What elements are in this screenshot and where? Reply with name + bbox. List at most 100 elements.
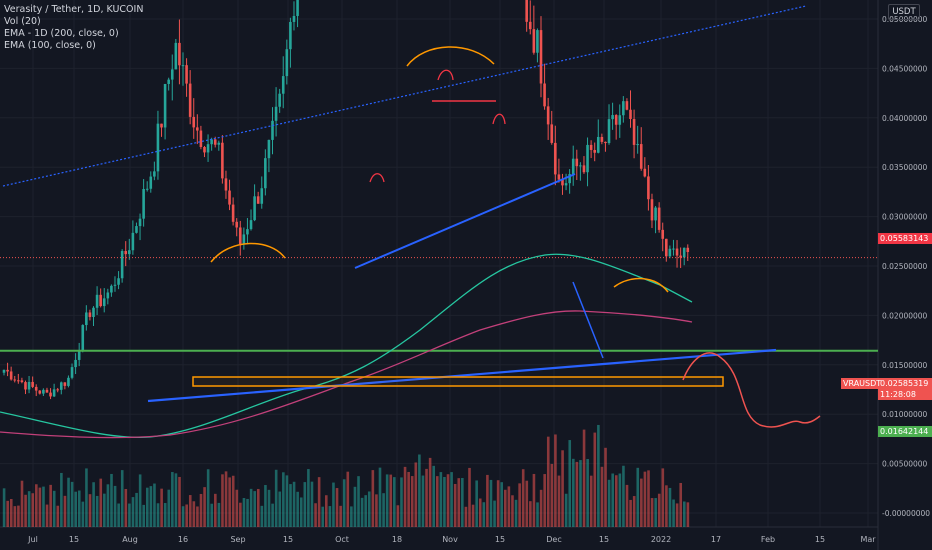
volume-bar: [271, 503, 274, 527]
candle-body: [138, 218, 142, 227]
volume-bar: [475, 480, 478, 527]
candle-body: [281, 76, 285, 94]
candle-body: [246, 229, 249, 235]
candle-body: [117, 278, 120, 285]
volume-bar: [446, 474, 450, 527]
time-tick-label: 15: [599, 535, 609, 544]
candle-body: [149, 176, 153, 189]
volume-bar: [478, 498, 482, 527]
long-trend-line: [147, 348, 777, 403]
candle-body: [668, 248, 672, 257]
volume-bar: [346, 471, 350, 527]
volume-bar: [575, 461, 579, 527]
volume-bar: [9, 498, 13, 527]
candle-body: [582, 165, 586, 173]
candle-body: [596, 136, 600, 153]
candle-body: [285, 49, 289, 77]
rising-channel-dotted-line: [2, 5, 807, 187]
candle-body: [210, 139, 213, 145]
volume-bar: [181, 506, 185, 527]
volume-bar: [514, 499, 518, 527]
volume-bar: [654, 498, 657, 527]
volume-bar: [564, 493, 568, 527]
volume-bar: [128, 503, 131, 527]
candle-body: [661, 229, 665, 239]
volume-bar: [110, 473, 113, 527]
volume-bar: [532, 473, 536, 527]
volume-bar: [60, 472, 63, 527]
candle-body: [9, 371, 13, 380]
volume-bar: [171, 472, 174, 527]
candle-body: [145, 188, 149, 190]
volume-bar: [278, 491, 282, 527]
volume-bar: [367, 491, 371, 527]
time-tick-label: 18: [392, 535, 402, 544]
volume-bar: [389, 474, 393, 527]
candle-body: [546, 106, 550, 125]
candle-body: [167, 79, 170, 84]
volume-bar: [188, 495, 192, 527]
volume-bar: [554, 434, 557, 527]
support-zone-box: [192, 376, 724, 387]
time-tick-label: 15: [815, 535, 825, 544]
volume-bar: [457, 478, 461, 527]
candle-body: [170, 69, 174, 80]
volume-bar: [529, 501, 532, 527]
volume-bar: [471, 504, 475, 527]
volume-bar: [24, 494, 27, 527]
volume-bar: [31, 493, 35, 527]
candle-body: [185, 65, 188, 84]
volume-bar: [156, 503, 160, 527]
time-tick-label: Nov: [442, 535, 458, 544]
chart-legend: Verasity / Tether, 1D, KUCOIN Vol (20) E…: [4, 4, 143, 52]
time-tick-label: 16: [178, 535, 188, 544]
volume-bar: [325, 495, 328, 527]
candle-body: [49, 392, 52, 397]
candle-body: [192, 116, 196, 128]
candle-body: [629, 109, 632, 119]
candle-body: [77, 350, 81, 360]
candle-body: [600, 136, 604, 142]
volume-bar: [632, 496, 636, 527]
volume-bar: [135, 492, 138, 527]
candle-body: [686, 247, 690, 252]
volume-bar: [582, 429, 586, 527]
price-tick-label: 0.01000000: [882, 410, 928, 419]
currency-button[interactable]: USDT: [888, 4, 920, 20]
volume-bar: [256, 488, 260, 527]
volume-bar: [35, 484, 38, 527]
volume-bar: [274, 469, 278, 527]
candle-body: [124, 250, 128, 255]
volume-bar: [640, 478, 643, 527]
price-tick-label: 0.03500000: [882, 163, 928, 172]
volume-bar: [264, 485, 267, 527]
candle-body: [296, 0, 299, 16]
volume-bar: [217, 502, 221, 527]
volume-bar: [13, 506, 17, 527]
volume-bar: [407, 471, 410, 527]
volume-bar: [546, 436, 550, 527]
candle-body: [156, 123, 160, 172]
volume-bar: [643, 471, 647, 527]
time-tick-label: Mar: [860, 535, 876, 544]
candle-body: [106, 292, 110, 299]
candle-body: [92, 307, 95, 317]
candle-body: [593, 149, 596, 153]
volume-bar: [307, 469, 310, 527]
volume-bar: [95, 495, 99, 527]
candle-body: [213, 139, 217, 145]
volume-bar: [70, 481, 74, 527]
candle-body: [238, 227, 242, 245]
candle-body: [614, 115, 618, 125]
volume-bar: [614, 475, 618, 527]
candle-body: [174, 42, 178, 70]
volume-bar: [246, 498, 249, 527]
price-tick-label: 0.04000000: [882, 114, 928, 123]
volume-bar: [500, 482, 504, 527]
volume-bar: [672, 499, 675, 527]
volume-bar: [292, 481, 296, 527]
volume-bar: [393, 477, 396, 527]
volume-bar: [124, 489, 128, 527]
time-tick-label: 15: [69, 535, 79, 544]
